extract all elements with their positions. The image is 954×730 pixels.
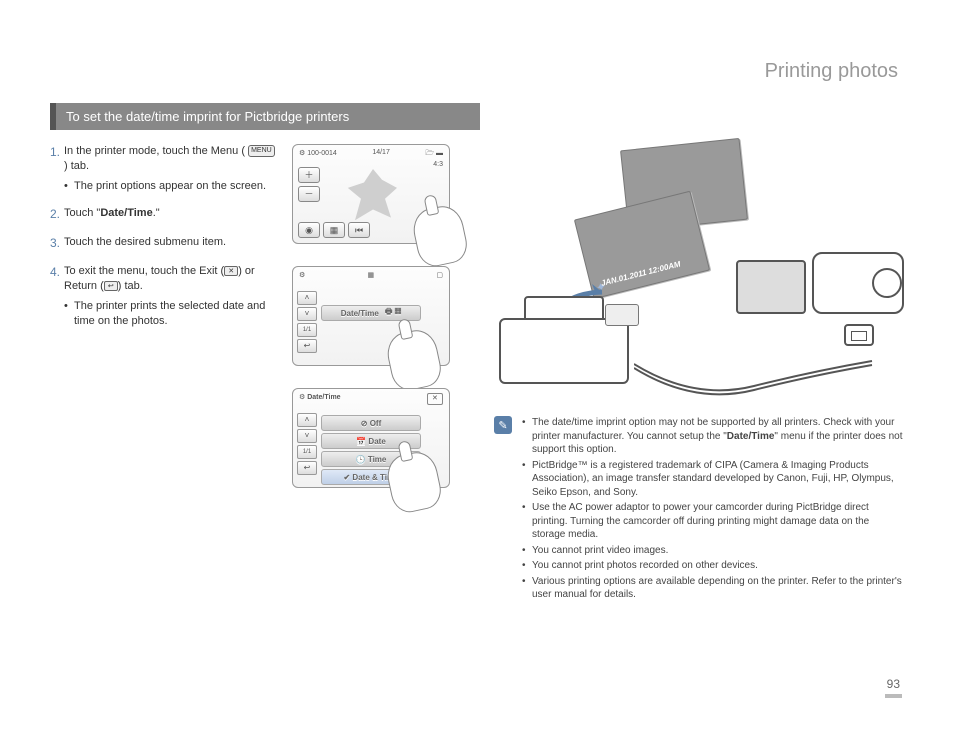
step-1: 1. In the printer mode, touch the Menu (… [50,144,280,194]
down-button[interactable]: ˅ [297,429,317,443]
note-bold: Date/Time [727,431,775,442]
option-off[interactable]: ⊘ Off [321,415,421,431]
step-body: To exit the menu, touch the Exit (✕) or … [64,264,280,330]
hand-icon [384,326,445,393]
notes-block: ✎ The date/time imprint option may not b… [494,416,904,604]
up-button[interactable]: ˄ [297,413,317,427]
note-item: PictBridge™ is a registered trademark of… [522,459,904,500]
step-2: 2. Touch "Date/Time." [50,206,280,223]
date-icon: 📅 [356,437,366,446]
row-label: Time [368,455,387,464]
plus-button[interactable]: ＋ [298,167,320,183]
close-button[interactable]: ✕ [427,393,443,405]
step-3: 3. Touch the desired submenu item. [50,235,280,252]
note-item: Various printing options are available d… [522,575,904,602]
step-bullet: The print options appear on the screen. [64,179,280,194]
content-row: 1. In the printer mode, touch the Menu (… [50,144,904,604]
photo-card-dated: ✦ JAN.01.2011 12:00AM [574,191,710,300]
cable-illustration [634,356,874,406]
page-indicator: 1/1 [297,445,317,459]
check-icon: ✔ [343,473,350,482]
step-num: 3. [50,235,64,252]
return-button[interactable]: ↩ [297,461,317,475]
step-text: ) tab. [118,280,143,292]
step-num: 1. [50,144,64,194]
section-header: To set the date/time imprint for Pictbri… [50,103,480,130]
down-button[interactable]: ˅ [297,307,317,321]
row-label: Date [368,437,385,446]
return-icon: ↩ [104,281,118,291]
step-text: In the printer mode, touch the Menu ( [64,145,245,157]
note-item: Use the AC power adaptor to power your c… [522,501,904,542]
print-button[interactable]: ◉ [298,222,320,238]
format-label: 4:3 [433,161,443,168]
folder-label: 100-0014 [307,150,337,157]
step-num: 2. [50,206,64,223]
step-bold: Date/Time [100,207,152,219]
page-indicator: 1/1 [297,323,317,337]
exit-icon: ✕ [224,266,238,276]
notes-list: The date/time imprint option may not be … [522,416,904,604]
step-text: ) tab. [64,160,89,172]
prev-button[interactable]: ⏮ [348,222,370,238]
step-num: 4. [50,264,64,330]
step-body: Touch "Date/Time." [64,206,280,223]
off-icon: ⊘ [361,419,368,428]
gear-icon: ⚙ [299,271,305,279]
step-text: Touch " [64,207,100,219]
step-text: ." [153,207,160,219]
right-column: ✦ JAN.01.2011 12:00AM [494,144,904,604]
camcorder-illustration [736,232,904,344]
note-item: You cannot print photos recorded on othe… [522,559,904,573]
nav-column: ˄ ˅ 1/1 ↩ [297,413,317,475]
note-item: You cannot print video images. [522,544,904,558]
step-text: Touch the desired submenu item. [64,236,226,248]
grid-button[interactable]: ▦ [323,222,345,238]
screen-preview-1: ⚙ 100-0014 14/17 🗁 ▬ 4:3 ＋ － ◉ ▦ ⏮ ⏭ M [292,144,450,244]
hand-icon [410,202,471,269]
skater-silhouette [343,169,403,223]
step-4: 4. To exit the menu, touch the Exit (✕) … [50,264,280,330]
step-bullet: The printer prints the selected date and… [64,299,280,330]
step-text: To exit the menu, touch the Exit ( [64,265,224,277]
side-buttons: ＋ － [298,167,320,202]
usb-port-icon [844,324,874,346]
step-body: In the printer mode, touch the Menu ( ME… [64,144,280,194]
return-button[interactable]: ↩ [297,339,317,353]
illustration: ✦ JAN.01.2011 12:00AM [494,144,904,404]
note-item: The date/time imprint option may not be … [522,416,904,457]
steps-column: 1. In the printer mode, touch the Menu (… [50,144,280,604]
menu-icon: MENU [248,145,275,157]
screen3-title: Date/Time [307,394,340,401]
row-label: Off [370,419,382,428]
screens-column: ⚙ 100-0014 14/17 🗁 ▬ 4:3 ＋ － ◉ ▦ ⏮ ⏭ M [292,144,472,604]
screen-preview-3: ⚙ Date/Time✕ ˄ ˅ 1/1 ↩ ⊘ Off 📅 Date 🕒 Ti… [292,388,450,488]
screen-preview-2: ⚙▦▢ ˄ ˅ 1/1 ↩ Date/Time🖶 ▦ [292,266,450,366]
left-column: 1. In the printer mode, touch the Menu (… [50,144,474,604]
nav-column: ˄ ˅ 1/1 ↩ [297,291,317,353]
steps-list: 1. In the printer mode, touch the Menu (… [50,144,280,329]
counter-label: 14/17 [372,149,390,160]
page-number: 93 [885,677,902,698]
page-title: Printing photos [50,60,904,83]
row-label: Date/Time [341,309,379,318]
printer-illustration [489,308,649,398]
grid-icon: ▦ [368,271,375,279]
minus-button[interactable]: － [298,186,320,202]
time-icon: 🕒 [356,455,366,464]
up-button[interactable]: ˄ [297,291,317,305]
step-body: Touch the desired submenu item. [64,235,280,252]
battery-icon: ▢ [436,271,443,279]
note-icon: ✎ [494,416,512,434]
